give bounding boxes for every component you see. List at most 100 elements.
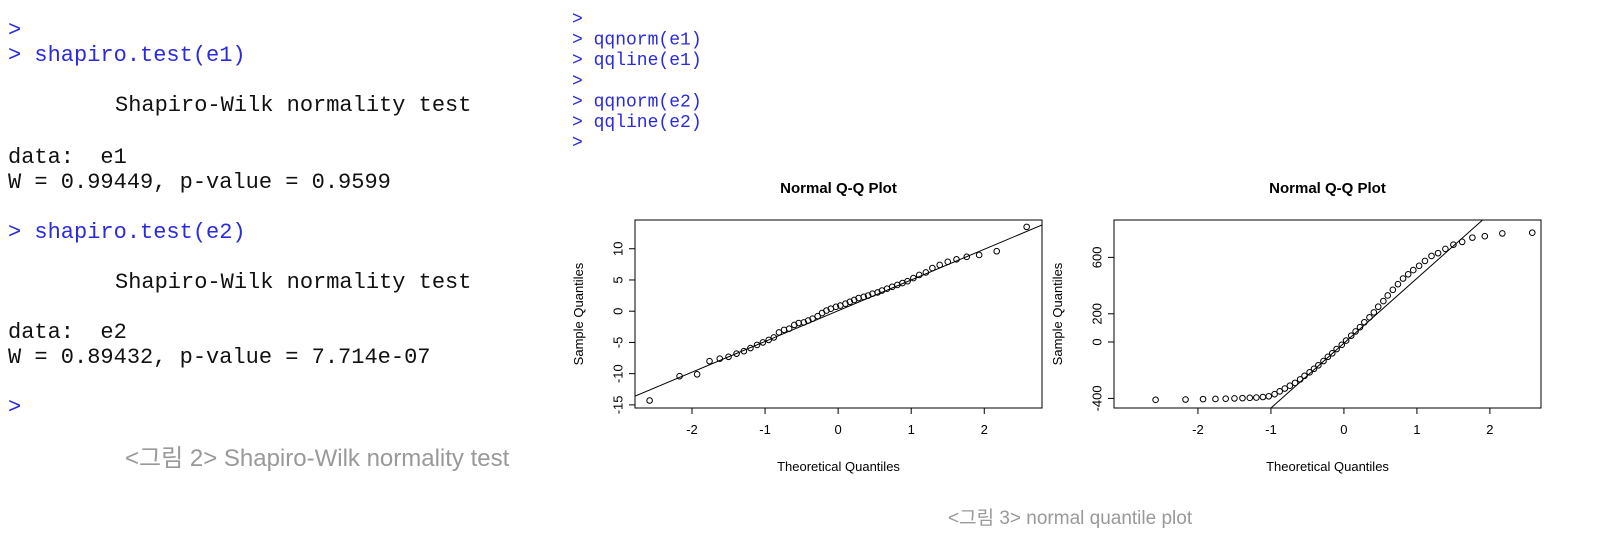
data-point xyxy=(1450,241,1457,248)
y-tick-label: -5 xyxy=(610,337,625,349)
data-point xyxy=(1182,396,1189,403)
data-point xyxy=(725,353,732,361)
data-point xyxy=(1212,395,1219,403)
y-tick-label: 600 xyxy=(1089,247,1104,269)
data-point xyxy=(904,277,911,285)
data-point xyxy=(1356,323,1364,331)
x-tick-label: 2 xyxy=(1486,422,1493,437)
data-point xyxy=(1286,382,1294,390)
data-point xyxy=(1324,353,1332,361)
console-command: > xyxy=(8,395,21,420)
data-point xyxy=(1434,249,1442,257)
data-point xyxy=(1342,337,1350,344)
x-tick-label: 1 xyxy=(1413,422,1420,437)
data-point xyxy=(993,247,1000,255)
y-tick-label: 5 xyxy=(610,276,625,283)
data-point xyxy=(1404,270,1412,278)
data-point xyxy=(1222,395,1229,402)
data-point xyxy=(1380,297,1387,305)
data-point xyxy=(706,357,713,365)
data-point xyxy=(1320,357,1327,365)
data-point xyxy=(740,347,748,355)
data-point xyxy=(1276,388,1283,395)
data-point xyxy=(814,312,821,320)
data-point xyxy=(1253,394,1260,401)
data-point xyxy=(1499,230,1506,237)
data-point xyxy=(975,251,983,259)
data-point xyxy=(1469,234,1476,241)
x-axis-label: Theoretical Quantiles xyxy=(1266,459,1389,474)
data-point xyxy=(1421,257,1429,265)
data-point xyxy=(1370,309,1378,316)
data-point xyxy=(1271,390,1278,398)
data-point xyxy=(1384,292,1392,299)
data-point xyxy=(1347,332,1355,339)
y-tick-label: 200 xyxy=(1089,303,1104,325)
chart-title: Normal Q-Q Plot xyxy=(1269,180,1386,197)
console-command: > shapiro.test(e1) xyxy=(8,43,246,68)
y-tick-label: -15 xyxy=(610,395,625,414)
console-output: Shapiro-Wilk normality test xyxy=(115,93,471,118)
data-point xyxy=(1374,303,1382,311)
data-point xyxy=(1394,280,1402,288)
y-tick-label: 0 xyxy=(1089,338,1104,345)
data-point xyxy=(832,303,840,311)
data-point xyxy=(1310,365,1318,373)
x-tick-label: -1 xyxy=(1265,422,1277,437)
data-point xyxy=(1231,395,1238,402)
data-point xyxy=(1199,395,1207,403)
data-point xyxy=(1481,232,1489,240)
data-point xyxy=(1328,349,1336,357)
y-axis-label: Sample Quantiles xyxy=(571,262,586,365)
data-point xyxy=(759,339,767,346)
data-point xyxy=(936,261,944,269)
console-command: > qqnorm(e2) xyxy=(572,92,702,112)
data-point xyxy=(915,271,923,279)
data-point xyxy=(1259,393,1267,401)
console-command: > xyxy=(572,134,583,154)
data-point xyxy=(1415,262,1423,270)
console-output: Shapiro-Wilk normality test xyxy=(115,270,471,295)
caption: <그림 2> Shapiro-Wilk normality test xyxy=(125,445,510,472)
x-tick-label: 2 xyxy=(981,422,988,437)
x-tick-label: -2 xyxy=(686,422,698,437)
data-point xyxy=(1239,394,1246,402)
console-command: > xyxy=(8,18,21,43)
data-point xyxy=(646,397,653,404)
console-output: W = 0.89432, p-value = 7.714e-07 xyxy=(8,345,430,370)
x-tick-label: 0 xyxy=(1340,422,1347,437)
data-point xyxy=(1265,392,1273,400)
data-point xyxy=(785,325,793,332)
console-command: > qqnorm(e1) xyxy=(572,31,702,51)
data-point xyxy=(1315,361,1322,369)
data-point xyxy=(1301,372,1308,380)
data-point xyxy=(1333,345,1340,353)
data-point xyxy=(1023,223,1030,231)
console-output: W = 0.99449, p-value = 0.9599 xyxy=(8,170,391,195)
x-axis-label: Theoretical Quantiles xyxy=(777,459,900,474)
y-tick-label: 0 xyxy=(610,308,625,315)
data-point xyxy=(1528,229,1536,236)
console-command: > shapiro.test(e2) xyxy=(8,220,246,245)
data-point xyxy=(1458,238,1466,246)
y-tick-label: 10 xyxy=(610,241,625,255)
console-command: > qqline(e1) xyxy=(572,51,702,71)
data-point xyxy=(1409,266,1417,274)
data-point xyxy=(753,341,761,349)
data-point xyxy=(1361,318,1368,326)
console-command: > xyxy=(572,72,583,92)
data-point xyxy=(1246,394,1254,402)
y-tick-label: -10 xyxy=(610,364,625,383)
data-point xyxy=(929,264,936,272)
x-tick-label: -2 xyxy=(1192,422,1204,437)
data-point xyxy=(765,336,773,344)
x-tick-label: 1 xyxy=(908,422,915,437)
data-point xyxy=(1442,245,1449,253)
console-output: data: e2 xyxy=(8,320,127,345)
data-point xyxy=(1281,385,1289,392)
data-point xyxy=(733,350,740,357)
data-point xyxy=(1152,396,1159,404)
data-point xyxy=(775,329,783,336)
plot-frame xyxy=(634,219,1043,409)
